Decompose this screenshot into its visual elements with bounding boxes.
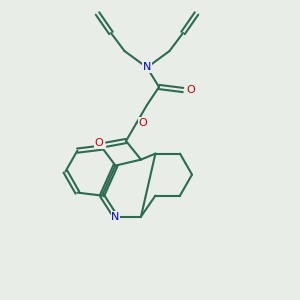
Text: N: N (143, 62, 151, 73)
Text: N: N (111, 212, 120, 222)
Text: O: O (139, 118, 148, 128)
Text: O: O (186, 85, 195, 95)
Text: O: O (94, 138, 103, 148)
